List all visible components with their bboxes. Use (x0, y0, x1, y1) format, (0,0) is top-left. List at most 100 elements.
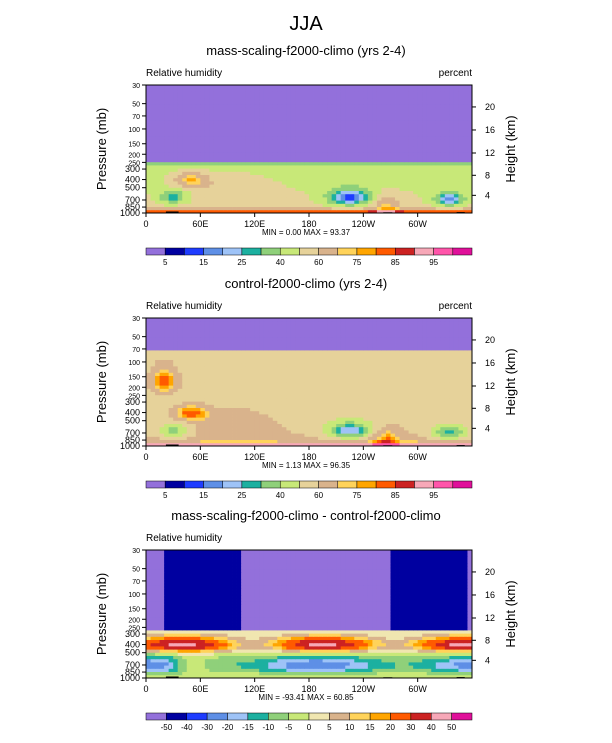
field-cell (272, 209, 278, 214)
field-cell (440, 366, 446, 370)
field-cell (254, 426, 260, 431)
field-cell (222, 209, 228, 214)
field-cell (395, 168, 400, 172)
field-cell (385, 142, 391, 147)
field-cell (395, 174, 400, 179)
field-cell (381, 362, 387, 367)
field-cell (449, 161, 455, 166)
field-cell (458, 97, 464, 102)
field-cell (404, 410, 410, 415)
field-cell (440, 104, 446, 108)
field-cell (218, 442, 224, 447)
field-cell (245, 382, 251, 386)
field-cell (277, 168, 283, 172)
field-cell (426, 193, 432, 198)
field-cell (164, 439, 170, 444)
field-cell (395, 398, 400, 402)
field-cell (200, 359, 206, 364)
field-cell (222, 206, 228, 211)
field-cell (250, 420, 256, 424)
field-cell (204, 97, 210, 102)
field-cell (155, 200, 160, 204)
field-cell (345, 362, 351, 367)
field-cell (381, 85, 387, 89)
field-cell (213, 184, 219, 188)
field-cell (236, 206, 242, 211)
field-cell (186, 85, 192, 89)
field-cell (195, 91, 201, 95)
field-cell (173, 433, 179, 437)
field-cell (444, 107, 450, 111)
field-cell (331, 161, 337, 166)
field-cell (408, 401, 414, 405)
field-cell (232, 391, 237, 396)
field-cell (458, 193, 464, 198)
field-cell (150, 197, 156, 201)
field-cell (173, 155, 179, 159)
field-cell (195, 420, 201, 424)
field-cell (191, 168, 197, 172)
field-cell (232, 439, 237, 444)
field-cell (345, 181, 351, 185)
field-cell (268, 168, 274, 172)
field-cell (191, 149, 197, 153)
field-cell (462, 439, 468, 444)
field-cell (232, 423, 237, 428)
field-cell (200, 423, 206, 428)
field-cell (272, 120, 278, 124)
field-cell (295, 404, 301, 408)
field-cell (458, 136, 464, 140)
field-cell (268, 181, 274, 185)
field-cell (182, 149, 188, 153)
field-cell (218, 375, 224, 380)
field-cell (146, 417, 151, 421)
field-cell (191, 433, 197, 437)
field-cell (281, 398, 287, 402)
field-cell (322, 110, 328, 115)
field-cell (327, 142, 333, 147)
field-cell (413, 104, 419, 108)
field-cell (435, 203, 441, 207)
field-cell (263, 366, 269, 370)
field-cell (213, 129, 219, 134)
field-cell (245, 123, 251, 127)
field-cell (462, 120, 468, 124)
field-cell (195, 388, 201, 392)
field-cell (177, 359, 183, 364)
field-cell (345, 91, 351, 95)
field-cell (259, 356, 265, 360)
field-cell (376, 203, 382, 207)
colorbar-label: 25 (237, 258, 246, 267)
field-cell (191, 145, 197, 150)
field-cell (254, 200, 260, 204)
field-cell (390, 372, 396, 376)
field-cell (191, 177, 197, 182)
field-cell (304, 366, 310, 370)
field-cell (182, 375, 188, 380)
field-cell (354, 117, 360, 121)
field-cell (422, 430, 428, 434)
field-cell (467, 439, 473, 444)
field-cell (263, 382, 269, 386)
field-cell (250, 104, 256, 108)
field-cell (444, 187, 450, 191)
field-cell (363, 439, 369, 444)
field-cell (422, 133, 428, 137)
field-cell (322, 436, 328, 440)
field-cell (259, 126, 265, 131)
field-cell (299, 136, 305, 140)
field-cell (322, 433, 328, 437)
field-cell (241, 88, 247, 92)
field-cell (250, 436, 256, 440)
field-cell (345, 366, 351, 370)
field-cell (232, 110, 237, 115)
field-cell (241, 133, 247, 137)
field-cell (200, 356, 206, 360)
field-cell (290, 426, 296, 431)
field-cell (200, 117, 206, 121)
field-cell (164, 433, 170, 437)
field-cell (222, 88, 228, 92)
field-cell (263, 362, 269, 367)
field-cell (453, 426, 459, 431)
field-cell (250, 398, 256, 402)
